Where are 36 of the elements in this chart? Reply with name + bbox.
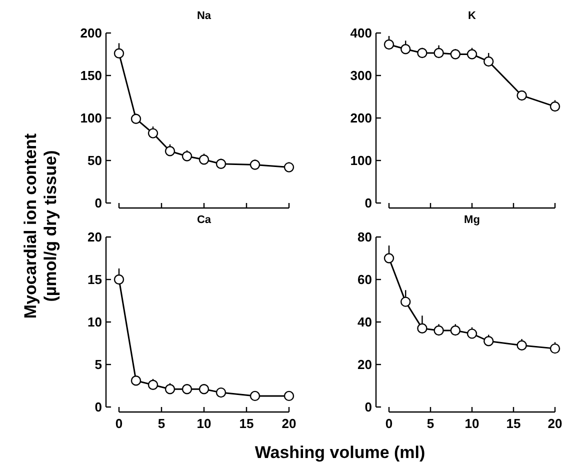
y-tick-label: 150 xyxy=(80,68,102,84)
y-tick-label: 0 xyxy=(94,196,102,211)
x-tick-label: 20 xyxy=(282,416,296,431)
y-tick-label: 5 xyxy=(94,357,102,372)
chart-title: K xyxy=(468,10,476,22)
y-tick-label: 80 xyxy=(358,230,372,245)
y-tick-label: 0 xyxy=(364,400,372,415)
x-tick-label: 0 xyxy=(115,416,123,431)
y-tick-label: 10 xyxy=(88,314,102,330)
y-axis-title: Myocardial ion content (µmol/g dry tissue) xyxy=(21,133,60,319)
x-tick-label: 5 xyxy=(158,416,166,431)
x-tick-label: 5 xyxy=(426,416,434,431)
x-axis-title: Washing volume (ml) xyxy=(254,443,426,462)
x-tick-label: 15 xyxy=(506,416,521,431)
x-tick-label: 15 xyxy=(239,416,254,431)
y-tick-label: 20 xyxy=(358,357,372,372)
y-tick-label: 200 xyxy=(80,26,102,41)
y-tick-label: 300 xyxy=(350,68,372,84)
x-tick-label: 0 xyxy=(385,416,393,431)
chart-title: Mg xyxy=(464,214,480,226)
y-tick-label: 60 xyxy=(358,272,372,288)
y-tick-label: 0 xyxy=(94,400,102,415)
x-tick-label: 10 xyxy=(464,416,480,431)
x-tick-label: 10 xyxy=(196,416,212,431)
chart-title: Na xyxy=(196,10,212,22)
y-tick-label: 15 xyxy=(88,272,102,288)
y-tick-label: 100 xyxy=(80,110,102,126)
x-tick-label: 20 xyxy=(548,416,562,431)
y-tick-label: 100 xyxy=(350,153,372,168)
y-tick-label: 200 xyxy=(350,110,372,126)
chart-title: Ca xyxy=(196,214,212,226)
y-tick-label: 40 xyxy=(358,314,372,330)
y-tick-label: 20 xyxy=(88,230,102,245)
y-tick-label: 400 xyxy=(350,26,372,41)
y-tick-label: 50 xyxy=(88,153,102,168)
y-tick-label: 0 xyxy=(364,196,372,211)
